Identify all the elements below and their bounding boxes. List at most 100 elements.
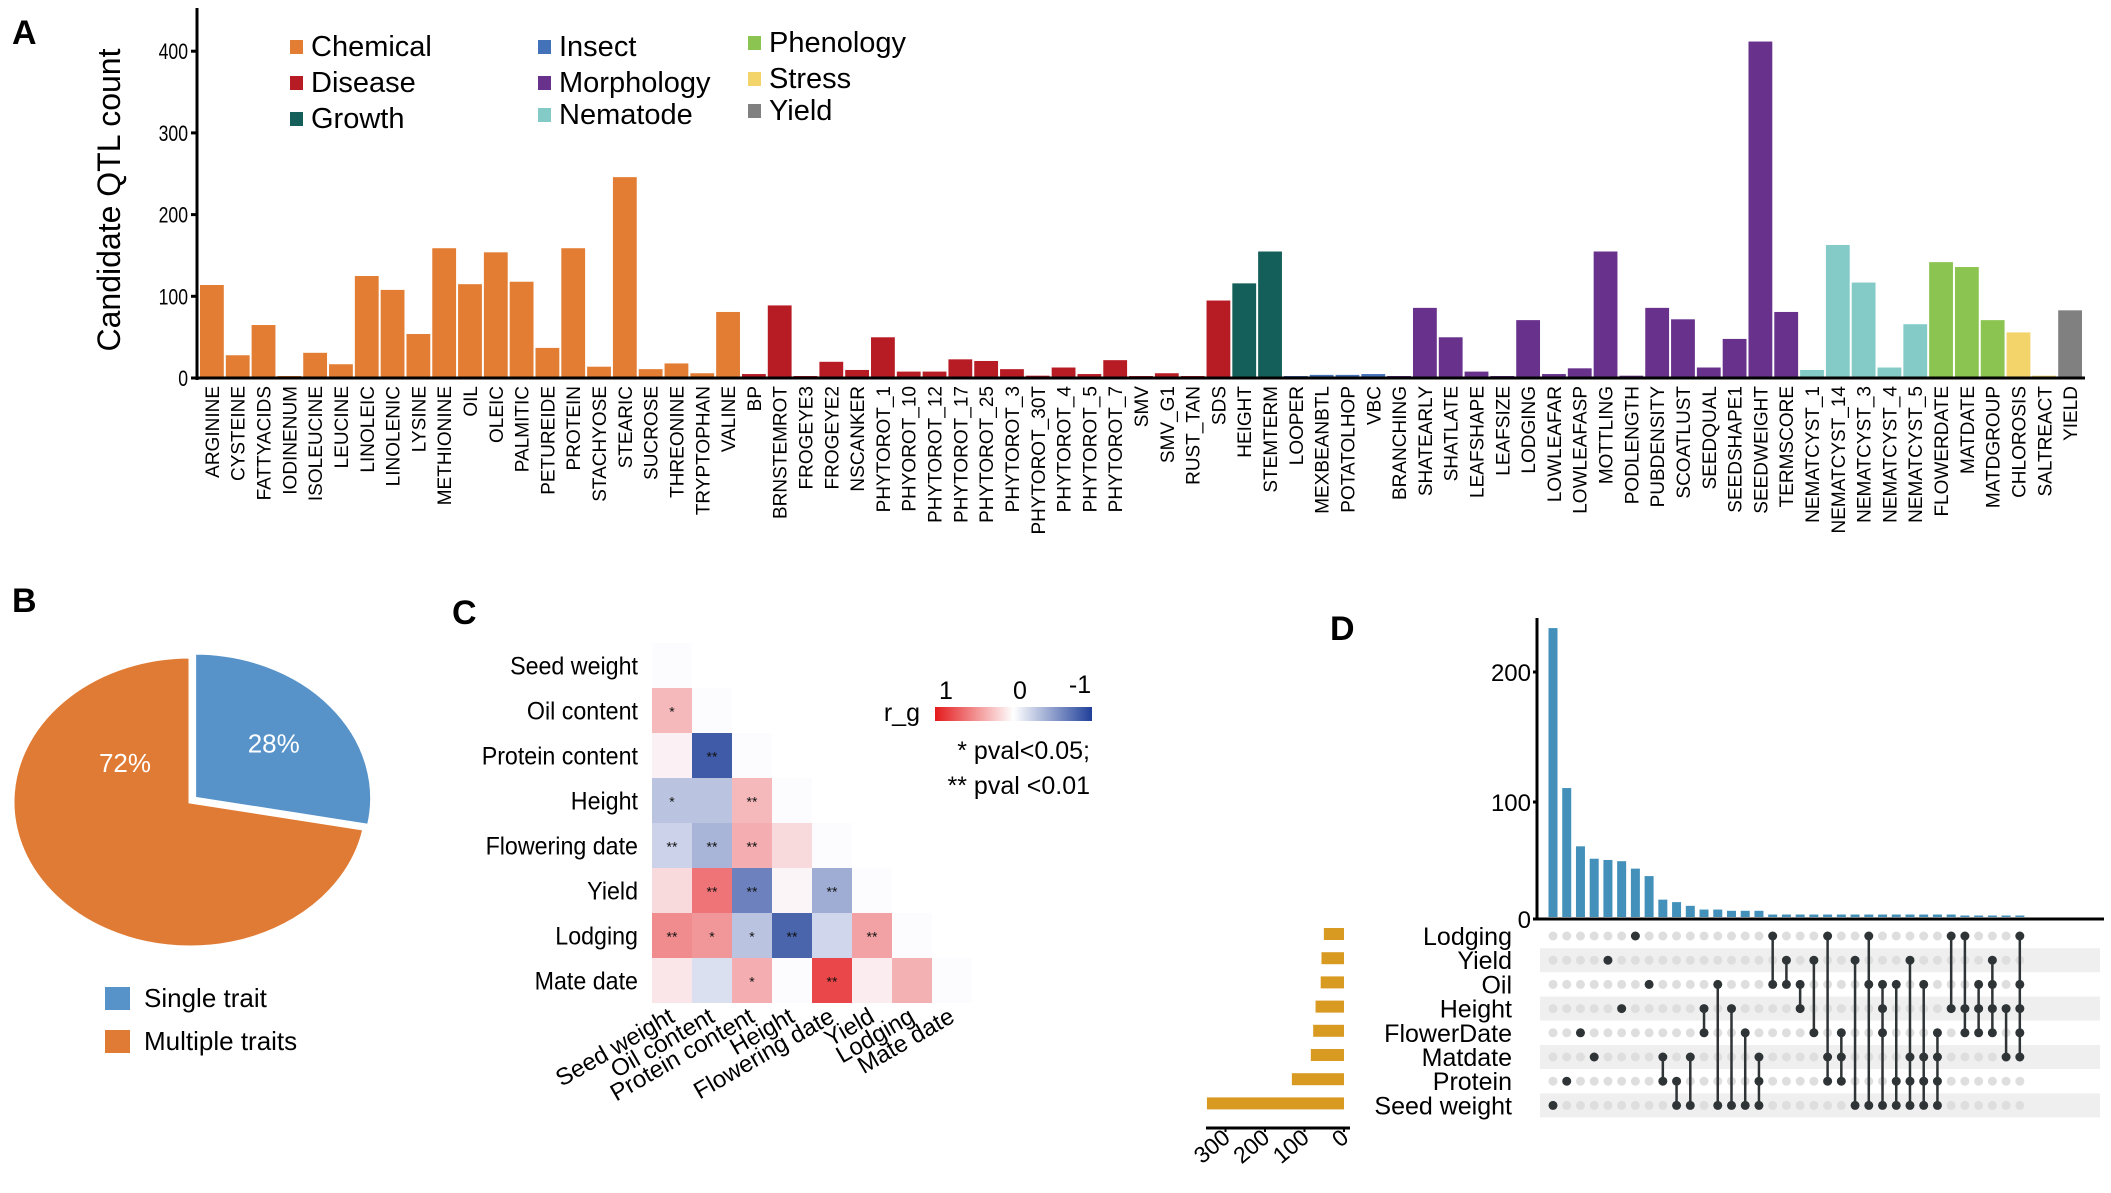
intersection-bar — [1932, 914, 1942, 917]
matrix-dot-inactive — [1754, 1004, 1764, 1014]
matrix-dot-inactive — [1699, 1052, 1709, 1062]
intersection-bar — [1617, 861, 1627, 917]
set-label: Protein — [1433, 1068, 1512, 1096]
matrix-dot-inactive — [1754, 931, 1764, 941]
bar-shatlate — [1438, 337, 1463, 377]
matrix-dot-inactive — [1781, 1004, 1791, 1014]
legend-swatch-nematode — [538, 108, 551, 122]
matrix-dot-inactive — [1562, 931, 1572, 941]
intersection-bar — [1905, 914, 1915, 917]
matrix-dot-inactive — [1562, 955, 1572, 965]
bar-oleic — [483, 252, 508, 377]
matrix-dot-inactive — [1617, 1076, 1627, 1086]
matrix-dot-inactive — [1644, 931, 1654, 941]
bar-shatearly — [1412, 307, 1437, 377]
bar-termscore — [1774, 311, 1799, 377]
matrix-dot-inactive — [1809, 1100, 1819, 1110]
matrix-dot-inactive — [1644, 1052, 1654, 1062]
x-tick-label: SMV_G1 — [1158, 386, 1179, 463]
bar-cysteine — [225, 355, 250, 377]
matrix-dot-inactive — [1672, 931, 1682, 941]
matrix-dot-inactive — [1740, 955, 1750, 965]
matrix-dot-inactive — [1589, 979, 1599, 989]
bar-methionine — [432, 248, 457, 377]
bar-sds — [1206, 300, 1231, 377]
x-tick-label: BP — [745, 386, 766, 411]
intersection-bar — [1781, 914, 1791, 917]
set-label: Matdate — [1422, 1044, 1512, 1072]
bar-lowleafar — [1542, 374, 1566, 377]
bar-tryptophan — [690, 373, 715, 377]
bar-saltreact — [2032, 375, 2057, 377]
matrix-dot-inactive — [1795, 931, 1805, 941]
bar-potatolhop — [1335, 374, 1360, 377]
pie-label: 72% — [99, 748, 151, 778]
significance-marker: ** — [867, 929, 878, 945]
bar-petureide — [535, 347, 560, 377]
matrix-dot-inactive — [1974, 1052, 1984, 1062]
matrix-dot-inactive — [1878, 955, 1888, 965]
matrix-dot-inactive — [1960, 1100, 1970, 1110]
matrix-dot-inactive — [1754, 955, 1764, 965]
colorbar — [935, 707, 1092, 721]
intersection-bar — [1919, 914, 1929, 917]
legend-label-yield: Yield — [769, 95, 832, 127]
x-tick-label: OIL — [461, 386, 482, 417]
matrix-dot-inactive — [1685, 1004, 1695, 1014]
legend-swatch — [105, 987, 130, 1010]
matrix-dot-inactive — [1672, 1028, 1682, 1038]
set-label: Lodging — [1423, 923, 1512, 951]
x-tick-label: SUCROSE — [642, 386, 663, 480]
bar-phytorot_1 — [871, 337, 895, 377]
legend-label-phenology: Phenology — [769, 27, 907, 59]
bar-phytorot_12 — [922, 371, 947, 377]
significance-marker: ** — [787, 929, 798, 945]
intersection-bar — [1589, 858, 1599, 917]
matrix-dot-active — [1603, 955, 1613, 965]
bar-nematcyst_5 — [1903, 324, 1928, 377]
x-tick-label: LOWLEAFASP — [1571, 386, 1592, 514]
set-size-bar — [1321, 952, 1344, 965]
intersection-bar — [1974, 915, 1984, 917]
bar-valine — [716, 311, 740, 377]
bar-nematcyst_14 — [1825, 244, 1850, 377]
matrix-dot-inactive — [1630, 979, 1640, 989]
x-tick-label: NEMATCYST_4 — [1880, 386, 1901, 523]
matrix-dot-inactive — [1699, 1076, 1709, 1086]
matrix-dot-inactive — [1726, 955, 1736, 965]
bar-nematcyst_3 — [1851, 282, 1876, 377]
matrix-dot-inactive — [1658, 955, 1668, 965]
matrix-dot-active — [1575, 1028, 1585, 1038]
matrix-dot-inactive — [1589, 931, 1599, 941]
heatmap-cell — [692, 778, 732, 823]
matrix-dot-inactive — [1617, 1028, 1627, 1038]
matrix-dot-inactive — [1589, 1004, 1599, 1014]
y-axis-label: Candidate QTL count — [91, 48, 127, 351]
x-tick-label: SEEDQUAL — [1700, 386, 1721, 489]
bar-mexbeanbtl — [1309, 374, 1334, 377]
matrix-dot-inactive — [1630, 1100, 1640, 1110]
matrix-dot-inactive — [1644, 1100, 1654, 1110]
matrix-dot-inactive — [1644, 1004, 1654, 1014]
set-size-bar — [1206, 1097, 1344, 1110]
significance-marker: ** — [707, 749, 718, 765]
matrix-dot-inactive — [1548, 1028, 1558, 1038]
set-label: FlowerDate — [1384, 1020, 1512, 1048]
matrix-dot-inactive — [1575, 1052, 1585, 1062]
matrix-dot-inactive — [1589, 1076, 1599, 1086]
x-tick-label: TRYPTOPHAN — [693, 386, 714, 515]
x-tick-label: FATTYACIDS — [255, 386, 276, 500]
matrix-dot-inactive — [1768, 1100, 1778, 1110]
intersection-bar — [1658, 899, 1668, 917]
heatmap-cell — [852, 913, 892, 958]
bar-looper — [1283, 376, 1308, 377]
set-size-tick-label: 300 — [1189, 1124, 1235, 1169]
matrix-dot-inactive — [1644, 1028, 1654, 1038]
bar-nematcyst_4 — [1877, 367, 1902, 377]
row-label: Oil content — [527, 698, 638, 726]
significance-note: ** pval <0.01 — [948, 772, 1090, 800]
matrix-dot-inactive — [1617, 931, 1627, 941]
matrix-dot-inactive — [1932, 955, 1942, 965]
x-tick-label: PETUREIDE — [538, 386, 559, 495]
y-tick-label: 100 — [1491, 790, 1531, 817]
